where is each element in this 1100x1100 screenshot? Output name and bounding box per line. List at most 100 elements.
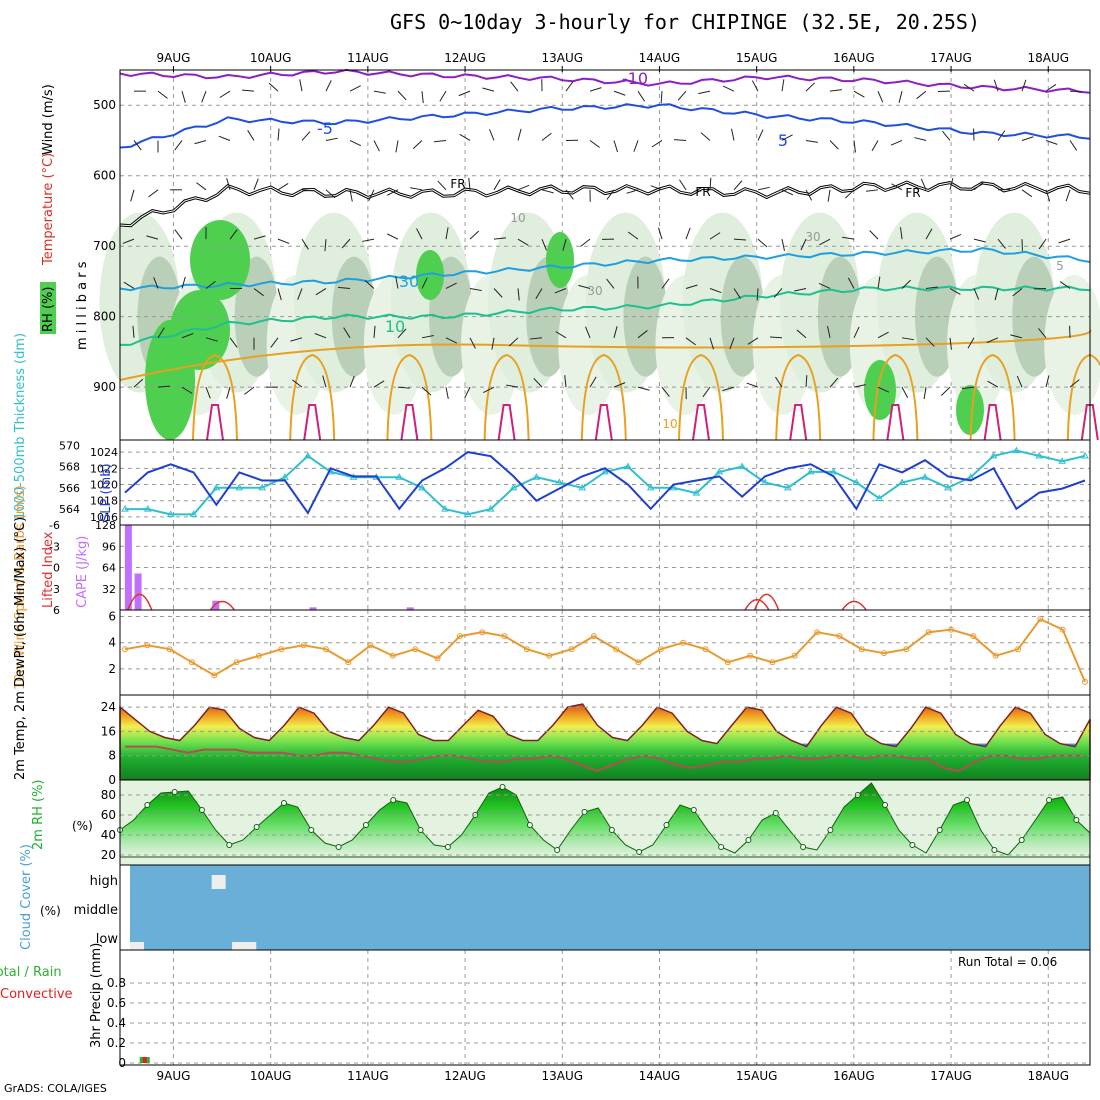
date-label-bottom: 9AUG: [156, 1069, 190, 1083]
date-axis: 9AUG 9AUG 10AUG 10AUG 11AUG 11AUG 12AUG 12AUG 13…: [156, 51, 1069, 1083]
thickness-line-marker: [532, 473, 541, 480]
wind-barb: [517, 184, 530, 191]
isotherm-line: [119, 181, 1091, 227]
slp-line: [124, 451, 1086, 515]
wind-barb: [633, 140, 639, 152]
wind-barb: [205, 280, 216, 289]
wind-barb: [877, 331, 889, 339]
wind-barb: [963, 83, 975, 92]
date-label-bottom: 11AUG: [347, 1069, 389, 1083]
rh-marker: [335, 844, 342, 850]
wind-barb: [796, 329, 807, 339]
date-label-bottom: 18AUG: [1027, 1069, 1069, 1083]
wind-barb: [1058, 238, 1071, 244]
thickness-line-marker: [852, 478, 861, 485]
wind-barb: [489, 129, 495, 141]
date-label-top: 11AUG: [347, 51, 389, 65]
wind-barb: [181, 333, 194, 339]
wind-barb: [349, 140, 362, 147]
wind-barb: [205, 337, 218, 342]
wind-barb: [589, 87, 602, 92]
wind-speed-line-marker: [814, 629, 821, 636]
wind-barb: [1021, 136, 1034, 141]
wind-barb: [493, 179, 501, 191]
wind-barb: [962, 386, 975, 390]
date-label-top: 12AUG: [444, 51, 486, 65]
wind-barb: [827, 325, 831, 338]
wind-barb: [829, 89, 842, 92]
thickness-line-marker: [143, 505, 152, 512]
wind-speed-line-marker: [568, 646, 575, 653]
wind-barb: [541, 238, 547, 251]
wind-barb: [322, 375, 327, 388]
wind-barb: [866, 189, 879, 192]
wind-barb: [299, 79, 303, 92]
wind-barb: [709, 232, 721, 240]
wind-barb: [973, 181, 984, 191]
isotherm-dome-warm: [983, 404, 1002, 441]
wind-speed-line-marker: [724, 659, 731, 666]
wind-barb: [1038, 328, 1047, 339]
rh-marker: [417, 827, 424, 833]
wind-barb: [916, 90, 927, 100]
date-label-bottom: 12AUG: [444, 1069, 486, 1083]
wind-barb: [805, 82, 815, 92]
wind-barb: [362, 238, 375, 242]
y-tick-label: 500: [93, 98, 116, 112]
rh-area-high: [190, 220, 250, 300]
wind-barb: [901, 337, 914, 341]
thickness-line-marker: [1035, 451, 1044, 459]
isotherm-dome: [483, 353, 530, 441]
wind-barb: [253, 235, 266, 240]
wind-speed-line-marker: [903, 646, 910, 653]
y-tick-label-left: -6: [49, 519, 60, 532]
contour-label: 30: [805, 230, 820, 244]
wind-barb: [733, 238, 747, 241]
wind-barb: [997, 130, 1006, 141]
date-label-bottom: 16AUG: [833, 1069, 875, 1083]
cape-axis-label: CAPE (J/kg): [75, 536, 90, 608]
wind-barb: [229, 229, 238, 240]
wind-barb: [651, 140, 663, 148]
wind-barb: [637, 330, 648, 339]
wind-barb: [942, 130, 951, 141]
thickness-line-marker: [121, 505, 129, 512]
thickness-line-marker: [578, 483, 587, 491]
rh-area: [1044, 274, 1100, 415]
panel-frame: [119, 609, 1091, 696]
isotherm-dome: [969, 353, 1016, 441]
wind-barb: [585, 326, 591, 338]
rh-marker: [909, 842, 916, 848]
thickness-line-marker: [555, 478, 564, 485]
wind-barb: [626, 189, 639, 194]
wind-barb: [277, 288, 282, 301]
wind-barb: [827, 189, 831, 202]
wind-barb: [437, 180, 447, 191]
thickness-line-marker: [692, 489, 701, 496]
wind-barb: [349, 85, 361, 92]
thickness-line-marker: [943, 483, 952, 491]
wind-barb: [555, 331, 567, 339]
rh-marker: [362, 822, 369, 828]
wind-barb: [205, 386, 211, 399]
wind-barb: [338, 286, 351, 289]
isotherm-dome-warm: [303, 404, 322, 441]
wind-barb: [1010, 334, 1023, 339]
contour-label: -10: [622, 69, 648, 88]
wind-barb: [661, 386, 670, 397]
y-tick-label-right: 1020: [90, 479, 118, 492]
lifted-index-line: [753, 593, 780, 611]
wind-barb: [1045, 375, 1050, 388]
wind-barb: [877, 90, 884, 103]
y-tick-label-left: 564: [59, 503, 80, 516]
wind-barb: [890, 140, 903, 146]
wind-barbs: [122, 79, 1083, 400]
wind-barb: [973, 288, 980, 300]
wind-barb: [157, 90, 168, 99]
wind-speed-line-marker: [590, 633, 597, 640]
wind-barb: [373, 90, 386, 94]
wind-barb: [517, 128, 522, 141]
y-tick-label-left: 566: [59, 482, 80, 495]
wind-barb: [564, 375, 567, 388]
thickness-line-marker: [418, 483, 427, 491]
